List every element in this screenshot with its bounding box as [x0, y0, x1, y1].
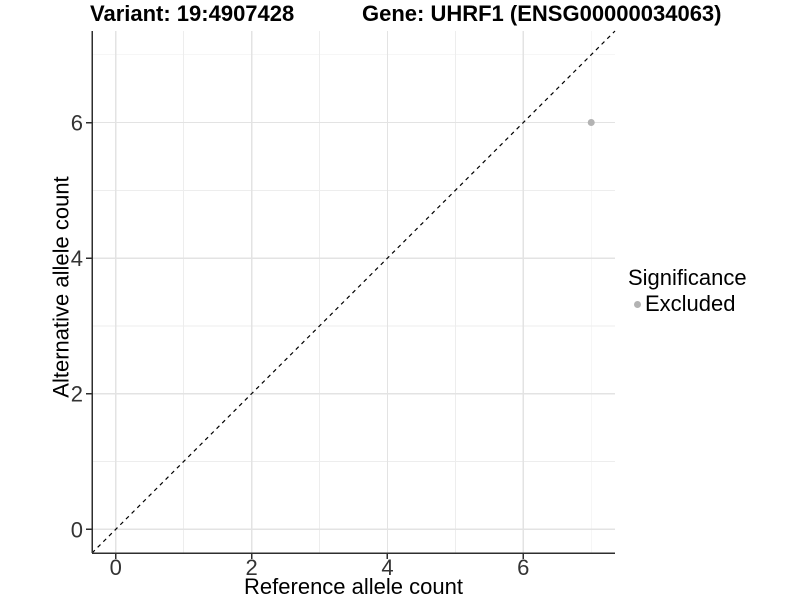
y-tick-label: 4 — [71, 246, 83, 271]
x-axis-title: Reference allele count — [244, 574, 463, 599]
identity-line — [91, 30, 616, 554]
y-tick-label: 0 — [71, 517, 83, 542]
variant-title: Variant: 19:4907428 — [90, 1, 295, 26]
x-tick-label: 2 — [245, 555, 257, 580]
y-tick-label: 6 — [71, 111, 83, 136]
y-axis-title: Alternative allele count — [48, 176, 74, 398]
data-point — [587, 119, 595, 127]
legend-item-excluded: Excluded — [628, 291, 747, 317]
legend-title: Significance — [628, 265, 747, 290]
legend: Significance Excluded — [628, 264, 747, 317]
x-tick-label: 0 — [110, 555, 122, 580]
x-tick-label: 6 — [517, 555, 529, 580]
gene-title: Gene: UHRF1 (ENSG00000034063) — [362, 1, 722, 26]
x-tick-label: 4 — [381, 555, 393, 580]
y-tick-label: 2 — [71, 382, 83, 407]
legend-point-icon — [634, 300, 641, 308]
legend-item-label: Excluded — [645, 291, 736, 316]
